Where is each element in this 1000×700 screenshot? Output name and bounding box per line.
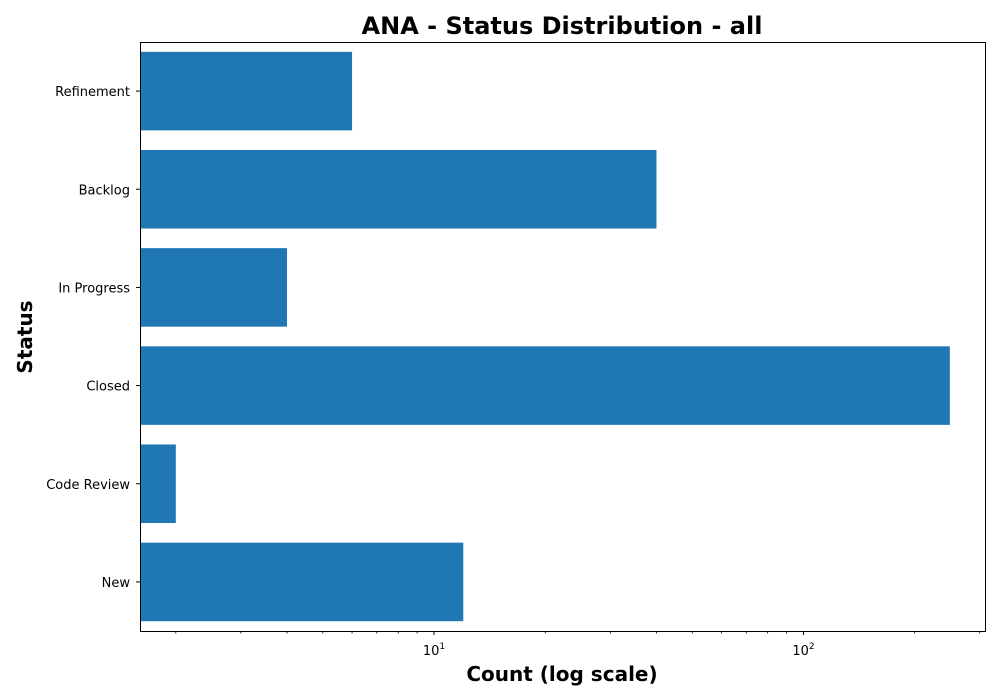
y-axis-ticks: New Code Review Closed In Progress Backlog Re… xyxy=(46,85,140,591)
bar-refinement xyxy=(140,51,353,131)
x-tick-label: 101 xyxy=(423,642,445,659)
y-tick-label: New xyxy=(102,576,131,591)
chart-title: ANA - Status Distribution - all xyxy=(362,12,763,40)
x-axis-ticks: 101 102 xyxy=(175,631,981,659)
bars-group xyxy=(140,51,950,622)
y-tick-label: Refinement xyxy=(55,85,130,100)
bar-in-progress xyxy=(140,248,288,327)
bar-new xyxy=(140,542,464,622)
plot-frame xyxy=(140,42,986,632)
y-axis-label: Status xyxy=(13,300,37,373)
y-tick-label: Closed xyxy=(86,380,130,395)
y-tick-label: Code Review xyxy=(46,478,130,493)
bar-code-review xyxy=(140,444,176,524)
x-tick-label: 102 xyxy=(792,642,814,659)
x-axis-label: Count (log scale) xyxy=(466,662,657,686)
bar-closed xyxy=(140,346,950,425)
y-tick-label: In Progress xyxy=(58,281,130,296)
bar-backlog xyxy=(140,149,657,229)
y-tick-label: Backlog xyxy=(79,183,130,198)
